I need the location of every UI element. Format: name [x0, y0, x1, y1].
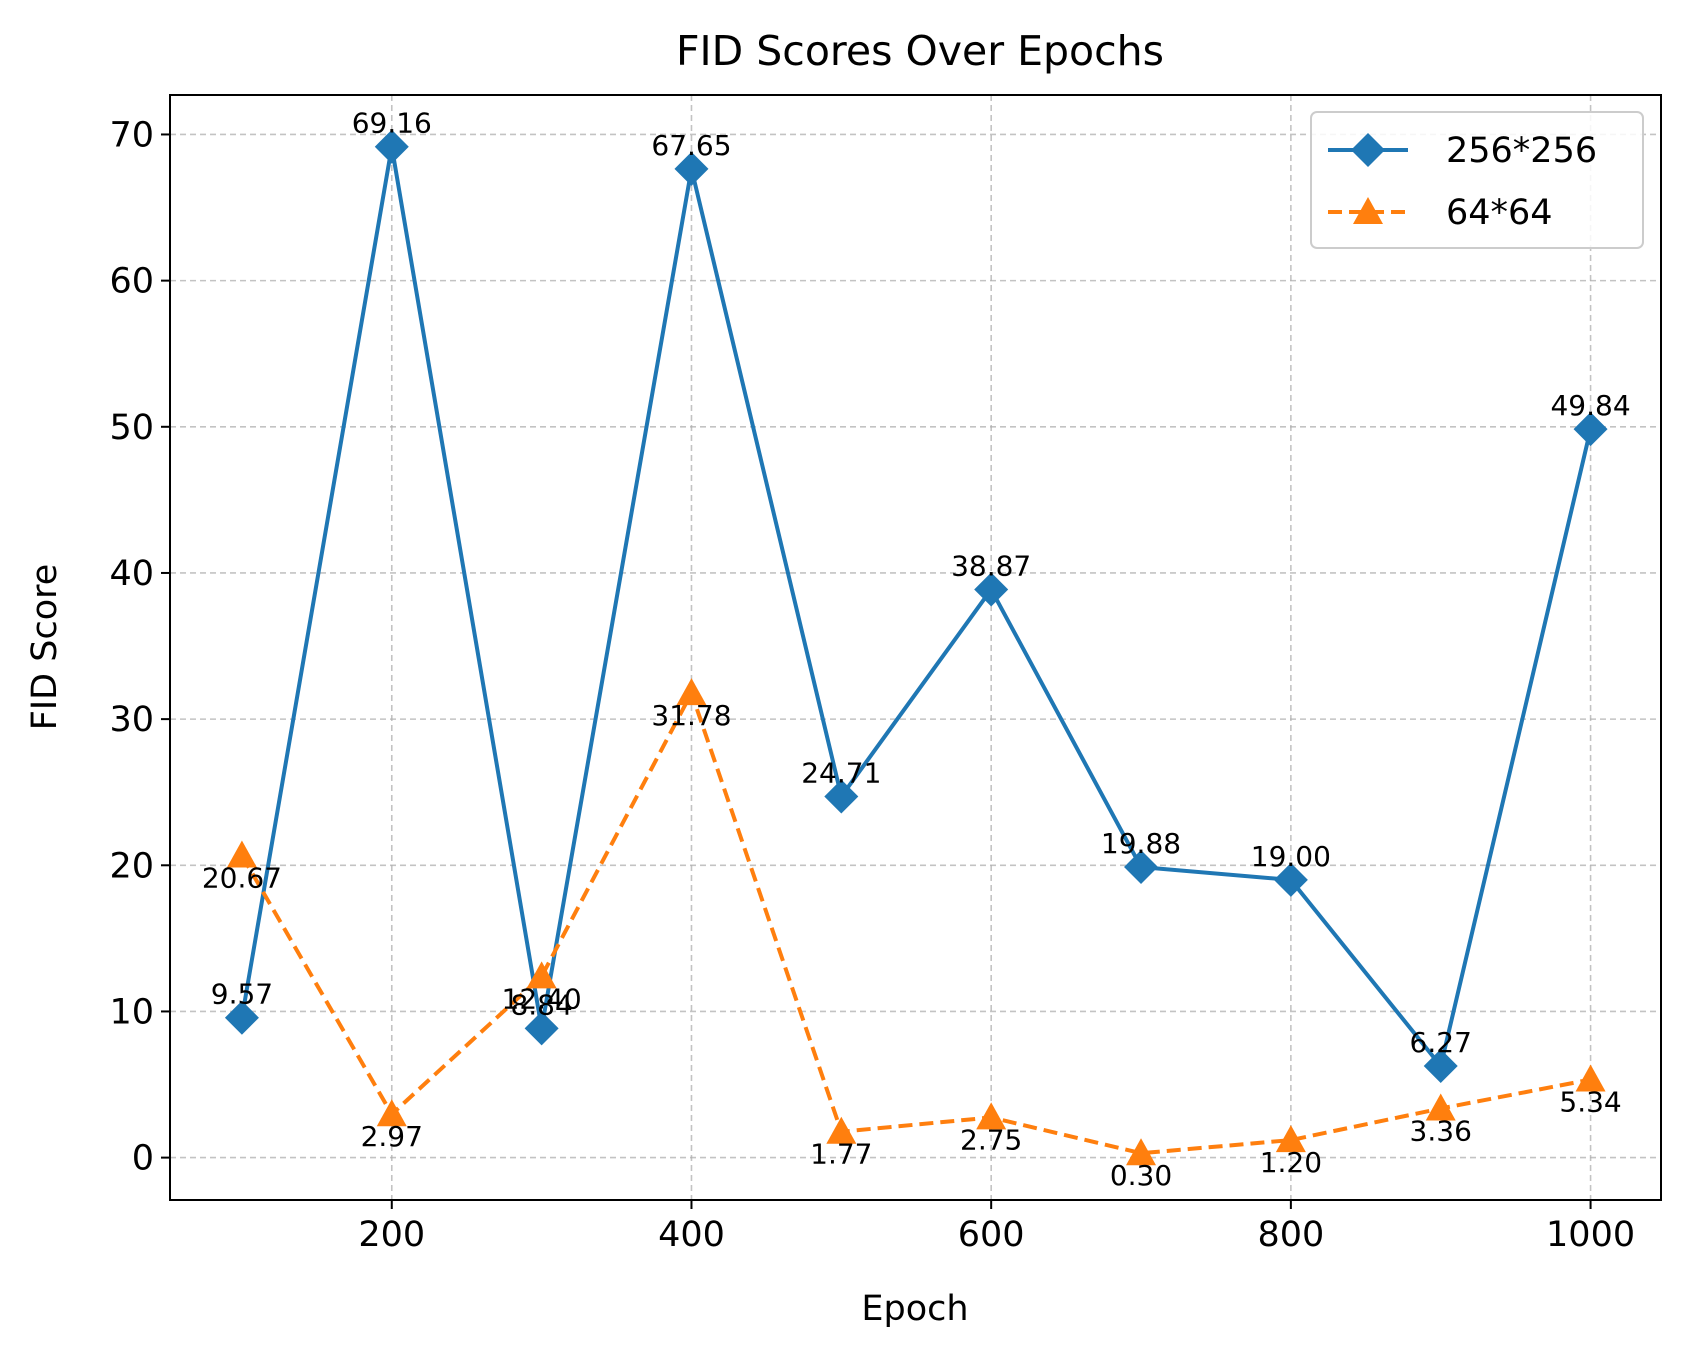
y-tick-label: 40: [109, 554, 154, 594]
x-tick-label: 400: [658, 1215, 725, 1255]
data-label: 12.40: [502, 982, 582, 1015]
data-point: [974, 572, 1009, 607]
series-1-labels: 20.67 2.97 12.40 31.78 1.77 2.75 0.30 1.20 3.36 5…: [202, 699, 1622, 1192]
y-tick-label: 60: [109, 262, 154, 302]
data-point: [676, 678, 707, 706]
y-tick-label: 50: [109, 408, 154, 448]
legend: 256*256 64*64: [1310, 111, 1644, 249]
axis-ticks: 200 400 600 800 1000 0 10 20 30 40 50 60 70: [109, 115, 1635, 1255]
legend-item: 64*64: [1328, 193, 1553, 233]
x-tick-label: 1000: [1546, 1215, 1635, 1255]
series-0-labels: 9.57 69.16 8.84 67.65 24.71 38.87 19.88 19.00 6.…: [211, 107, 1631, 1059]
data-label: 38.87: [951, 549, 1031, 582]
data-point: [526, 961, 557, 989]
y-axis-label: FID Score: [25, 564, 65, 731]
data-label: 6.27: [1410, 1026, 1472, 1059]
data-label: 69.16: [352, 107, 432, 140]
data-point: [1126, 1138, 1157, 1166]
data-point: [524, 1011, 559, 1046]
data-point: [976, 1102, 1007, 1130]
x-tick-label: 200: [358, 1215, 425, 1255]
x-axis-label: Epoch: [861, 1289, 968, 1329]
legend-diamond-marker: [1351, 133, 1385, 167]
y-tick-label: 0: [132, 1139, 154, 1179]
data-point: [376, 1099, 407, 1127]
data-point: [674, 151, 709, 186]
data-point: [1273, 862, 1308, 897]
x-tick-label: 800: [1257, 1215, 1324, 1255]
data-label: 2.97: [361, 1120, 423, 1153]
plot-area-frame: [169, 94, 1662, 1201]
data-label: 0.30: [1110, 1159, 1172, 1192]
y-tick-label: 30: [109, 700, 154, 740]
y-tick-label: 20: [109, 846, 154, 886]
y-tick-label: 10: [109, 992, 154, 1032]
legend-item: 256*256: [1328, 131, 1597, 171]
y-tick-label: 70: [109, 115, 154, 155]
series-line: [239, 144, 1593, 1068]
data-point: [1423, 1048, 1458, 1083]
series-line: [240, 691, 1591, 1156]
data-label: 8.84: [510, 988, 572, 1021]
data-point: [224, 1000, 259, 1035]
data-label: 1.20: [1260, 1146, 1322, 1179]
data-label: 49.84: [1550, 389, 1630, 422]
data-point: [226, 840, 257, 868]
data-label: 19.00: [1251, 840, 1331, 873]
data-label: 9.57: [211, 978, 273, 1011]
data-point: [1275, 1125, 1306, 1153]
legend-triangle-marker: [1353, 197, 1383, 224]
data-point: [1425, 1093, 1456, 1121]
x-tick-label: 600: [958, 1215, 1025, 1255]
series-1: [226, 678, 1606, 1166]
data-label: 31.78: [651, 699, 731, 732]
data-label: 1.77: [810, 1138, 872, 1171]
data-point: [1573, 412, 1608, 447]
series-0: [224, 129, 1608, 1083]
legend-label: 64*64: [1446, 193, 1553, 233]
data-label: 67.65: [651, 129, 731, 162]
data-label: 2.75: [960, 1123, 1022, 1156]
legend-label: 256*256: [1446, 131, 1597, 171]
data-label: 20.67: [202, 861, 282, 894]
data-point: [824, 779, 859, 814]
data-label: 5.34: [1559, 1086, 1621, 1119]
data-point: [826, 1116, 857, 1144]
data-label: 24.71: [801, 756, 881, 789]
data-point: [374, 129, 409, 164]
chart-title: FID Scores Over Epochs: [676, 27, 1164, 75]
data-point: [1575, 1064, 1606, 1092]
data-label: 19.88: [1101, 827, 1181, 860]
data-point: [1124, 850, 1159, 885]
data-label: 3.36: [1410, 1115, 1472, 1148]
series-layer: 9.57 69.16 8.84 67.65 24.71 38.87 19.88 19.00 6.…: [202, 107, 1631, 1192]
